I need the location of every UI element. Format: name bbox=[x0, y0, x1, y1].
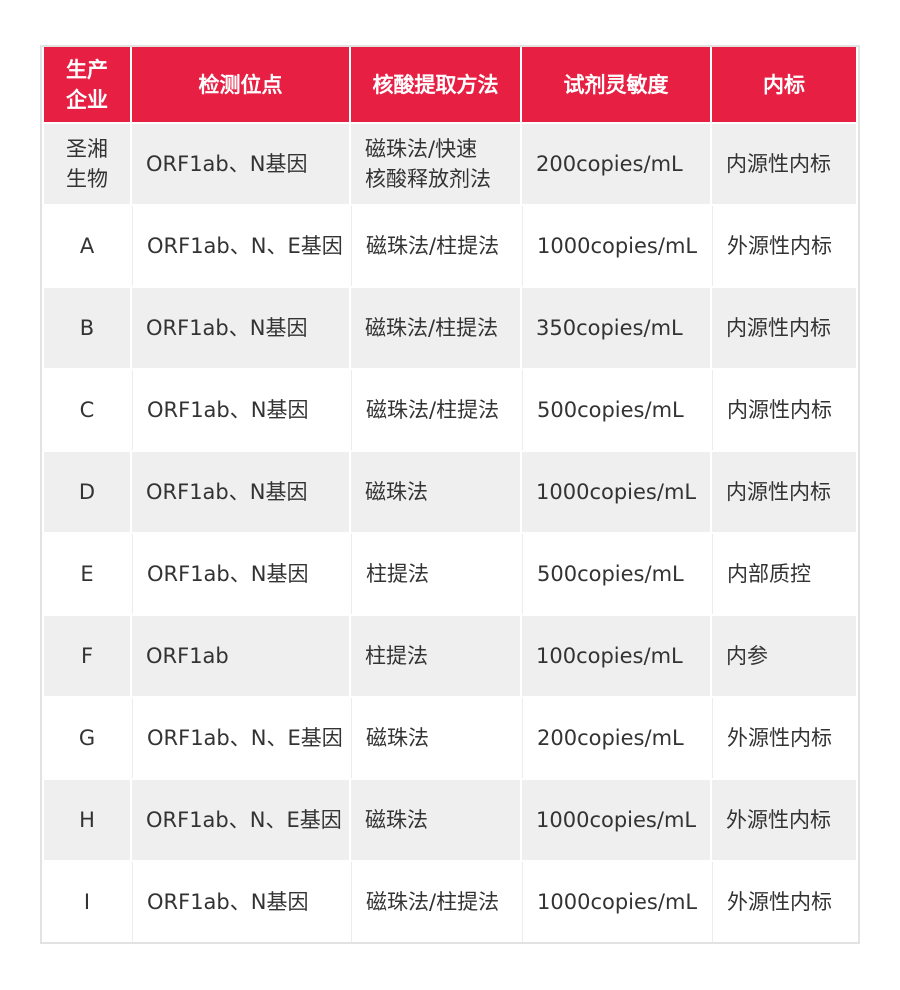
cell-sensitivity: 350copies/mL bbox=[522, 288, 710, 368]
cell-detection-target: ORF1ab、N基因 bbox=[132, 370, 349, 450]
cell-detection-target: ORF1ab、N、E基因 bbox=[132, 698, 349, 778]
cell-sensitivity: 500copies/mL bbox=[522, 370, 710, 450]
table-row: D ORF1ab、N基因 磁珠法 1000copies/mL 内源性内标 bbox=[44, 452, 856, 532]
cell-detection-target: ORF1ab、N基因 bbox=[132, 534, 349, 614]
cell-company: I bbox=[44, 862, 130, 942]
cell-sensitivity: 200copies/mL bbox=[522, 698, 710, 778]
cell-extraction-method: 磁珠法/柱提法 bbox=[351, 370, 520, 450]
cell-internal-control: 外源性内标 bbox=[712, 862, 856, 942]
header-row: 生产 企业 检测位点 核酸提取方法 试剂灵敏度 内标 bbox=[44, 47, 856, 122]
cell-detection-target: ORF1ab、N基因 bbox=[132, 124, 349, 204]
cell-company: B bbox=[44, 288, 130, 368]
cell-company: C bbox=[44, 370, 130, 450]
table-row: I ORF1ab、N基因 磁珠法/柱提法 1000copies/mL 外源性内标 bbox=[44, 862, 856, 942]
cell-extraction-method: 磁珠法 bbox=[351, 452, 520, 532]
cell-sensitivity: 500copies/mL bbox=[522, 534, 710, 614]
table-row: F ORF1ab 柱提法 100copies/mL 内参 bbox=[44, 616, 856, 696]
cell-company: A bbox=[44, 206, 130, 286]
cell-extraction-method: 磁珠法/柱提法 bbox=[351, 206, 520, 286]
cell-sensitivity: 1000copies/mL bbox=[522, 780, 710, 860]
table-row: C ORF1ab、N基因 磁珠法/柱提法 500copies/mL 内源性内标 bbox=[44, 370, 856, 450]
cell-internal-control: 外源性内标 bbox=[712, 206, 856, 286]
cell-internal-control: 内源性内标 bbox=[712, 370, 856, 450]
cell-detection-target: ORF1ab、N基因 bbox=[132, 452, 349, 532]
cell-company: 圣湘 生物 bbox=[44, 124, 130, 204]
cell-company: H bbox=[44, 780, 130, 860]
cell-extraction-method: 磁珠法/柱提法 bbox=[351, 862, 520, 942]
table-row: H ORF1ab、N、E基因 磁珠法 1000copies/mL 外源性内标 bbox=[44, 780, 856, 860]
table-row: E ORF1ab、N基因 柱提法 500copies/mL 内部质控 bbox=[44, 534, 856, 614]
cell-detection-target: ORF1ab、N基因 bbox=[132, 288, 349, 368]
cell-company: G bbox=[44, 698, 130, 778]
table-row: B ORF1ab、N基因 磁珠法/柱提法 350copies/mL 内源性内标 bbox=[44, 288, 856, 368]
cell-detection-target: ORF1ab、N基因 bbox=[132, 862, 349, 942]
cell-internal-control: 内源性内标 bbox=[712, 124, 856, 204]
table-row: 圣湘 生物 ORF1ab、N基因 磁珠法/快速 核酸释放剂法 200copies/mL… bbox=[44, 124, 856, 204]
cell-internal-control: 内源性内标 bbox=[712, 288, 856, 368]
cell-sensitivity: 1000copies/mL bbox=[522, 206, 710, 286]
header-company: 生产 企业 bbox=[44, 47, 130, 122]
cell-company: F bbox=[44, 616, 130, 696]
cell-sensitivity: 1000copies/mL bbox=[522, 862, 710, 942]
header-internal-control: 内标 bbox=[712, 47, 856, 122]
cell-internal-control: 内源性内标 bbox=[712, 452, 856, 532]
header-sensitivity: 试剂灵敏度 bbox=[522, 47, 710, 122]
cell-internal-control: 内参 bbox=[712, 616, 856, 696]
cell-extraction-method: 磁珠法/柱提法 bbox=[351, 288, 520, 368]
cell-internal-control: 外源性内标 bbox=[712, 780, 856, 860]
table-row: G ORF1ab、N、E基因 磁珠法 200copies/mL 外源性内标 bbox=[44, 698, 856, 778]
cell-detection-target: ORF1ab bbox=[132, 616, 349, 696]
cell-sensitivity: 1000copies/mL bbox=[522, 452, 710, 532]
cell-extraction-method: 柱提法 bbox=[351, 616, 520, 696]
cell-sensitivity: 200copies/mL bbox=[522, 124, 710, 204]
cell-extraction-method: 磁珠法 bbox=[351, 698, 520, 778]
header-extraction-method: 核酸提取方法 bbox=[351, 47, 520, 122]
cell-extraction-method: 磁珠法 bbox=[351, 780, 520, 860]
comparison-table: 生产 企业 检测位点 核酸提取方法 试剂灵敏度 内标 圣湘 生物 ORF1ab、N基因 磁珠… bbox=[42, 45, 858, 944]
cell-detection-target: ORF1ab、N、E基因 bbox=[132, 206, 349, 286]
header-detection-target: 检测位点 bbox=[132, 47, 349, 122]
cell-sensitivity: 100copies/mL bbox=[522, 616, 710, 696]
cell-company: D bbox=[44, 452, 130, 532]
comparison-table-container: 生产 企业 检测位点 核酸提取方法 试剂灵敏度 内标 圣湘 生物 ORF1ab、N基因 磁珠… bbox=[40, 45, 860, 944]
cell-internal-control: 内部质控 bbox=[712, 534, 856, 614]
table-row: A ORF1ab、N、E基因 磁珠法/柱提法 1000copies/mL 外源性内标 bbox=[44, 206, 856, 286]
cell-company: E bbox=[44, 534, 130, 614]
cell-internal-control: 外源性内标 bbox=[712, 698, 856, 778]
cell-extraction-method: 磁珠法/快速 核酸释放剂法 bbox=[351, 124, 520, 204]
cell-extraction-method: 柱提法 bbox=[351, 534, 520, 614]
cell-detection-target: ORF1ab、N、E基因 bbox=[132, 780, 349, 860]
